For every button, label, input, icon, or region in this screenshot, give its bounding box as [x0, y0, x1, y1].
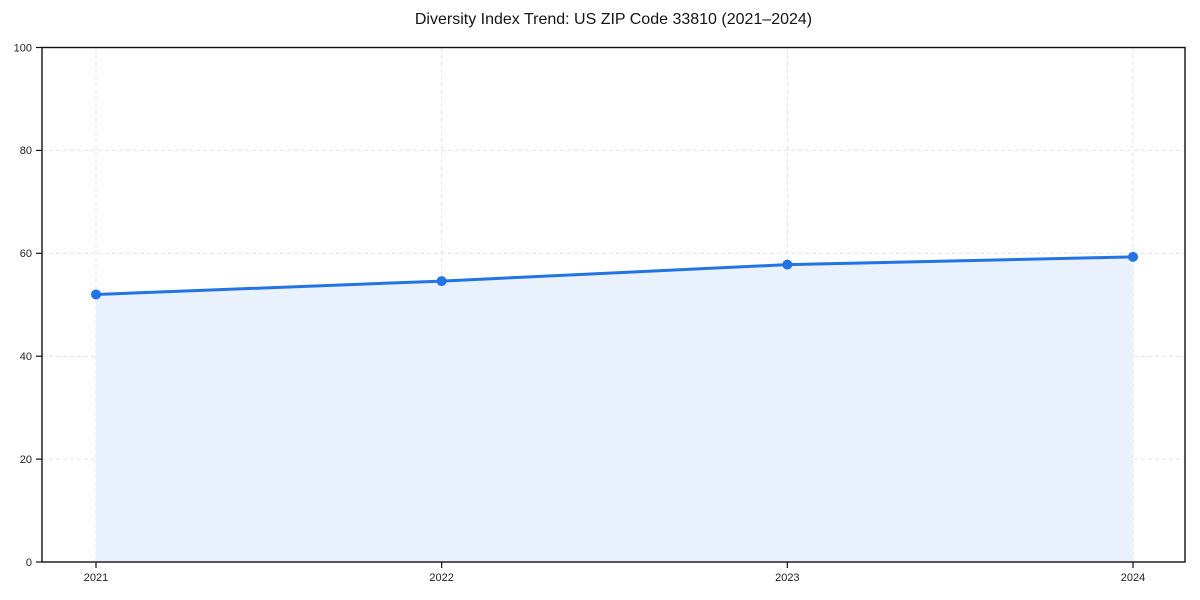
y-tick-label: 100: [14, 42, 32, 54]
trend-line: [94, 255, 1135, 296]
chart-title: Diversity Index Trend: US ZIP Code 33810…: [414, 11, 813, 28]
y-tick-label: 60: [20, 248, 32, 260]
x-tick-label: 2023: [775, 572, 799, 584]
data-point-2023: [782, 259, 793, 270]
y-tick-label: 20: [20, 454, 32, 466]
data-point-2024: [1128, 251, 1138, 262]
y-tick-label: 0: [26, 557, 32, 569]
x-tick-label: 2021: [84, 572, 108, 584]
axes-frame: [41, 46, 1186, 563]
y-tick-label: 80: [20, 145, 32, 157]
x-tick-label: 2024: [1121, 572, 1145, 584]
x-tick-label: 2022: [429, 572, 453, 584]
data-point-2022: [436, 276, 447, 287]
area-fill: [96, 256, 1133, 562]
data-point-2021: [91, 289, 101, 300]
y-tick-label: 40: [20, 351, 32, 363]
